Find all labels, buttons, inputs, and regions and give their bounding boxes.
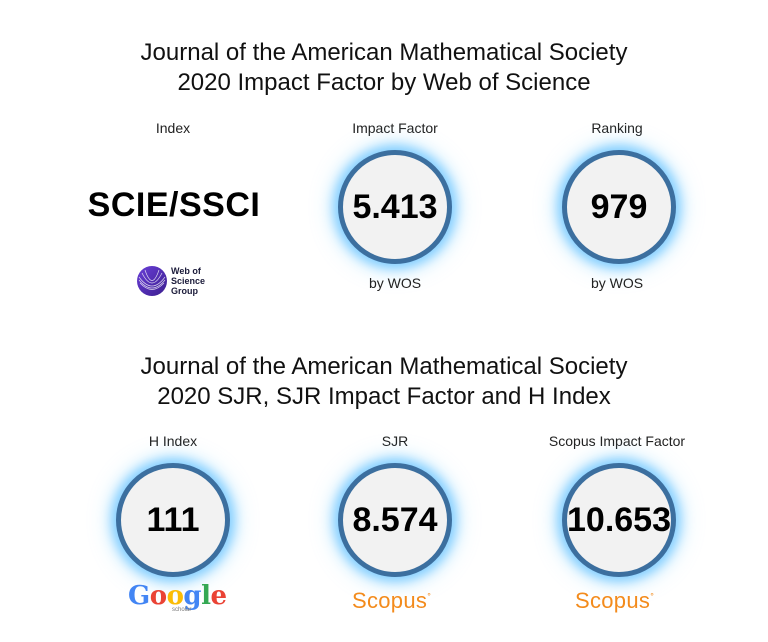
section2-title-line2: 2020 SJR, SJR Impact Factor and H Index <box>157 383 611 410</box>
sjr-circle: 8.574 <box>338 463 452 577</box>
ranking-source: by WOS <box>590 275 644 291</box>
section2-title-line1: Journal of the American Mathematical Soc… <box>140 353 628 380</box>
scopus-if-value: 10.653 <box>567 500 671 539</box>
index-label: Index <box>155 120 191 136</box>
wos-text-line1: Web of <box>171 266 201 276</box>
ranking-value: 979 <box>590 187 648 226</box>
web-of-science-logo: Web of Science Group <box>136 265 221 297</box>
h-index-value: 111 <box>146 500 200 539</box>
google-scholar-sub: scholar <box>172 607 192 613</box>
section1-title-line1: Journal of the American Mathematical Soc… <box>140 39 628 66</box>
scopus-if-label: Scopus Impact Factor <box>548 433 686 449</box>
google-scholar-logo: Google <box>128 581 227 611</box>
h-index-label: H Index <box>148 433 198 449</box>
h-index-circle: 111 <box>116 463 230 577</box>
sjr-label: SJR <box>381 433 409 449</box>
sjr-value: 8.574 <box>352 500 438 539</box>
wos-text-line2: Science <box>171 276 206 286</box>
impact-factor-label: Impact Factor <box>352 120 438 136</box>
sjr-scopus-logo: Scopus° <box>352 588 432 613</box>
section2-title: Journal of the American Mathematical Soc… <box>0 352 768 412</box>
scopus-if-scopus-logo: Scopus° <box>575 588 655 613</box>
web-of-science-text: Web of Science Group <box>171 266 221 296</box>
impact-factor-value: 5.413 <box>352 187 438 226</box>
ranking-circle: 979 <box>562 150 676 264</box>
scopus-if-scopus-text: Scopus <box>575 588 651 613</box>
index-value: SCIE/SSCI <box>87 186 261 224</box>
impact-factor-source: by WOS <box>368 275 422 291</box>
section1-title-line2: 2020 Impact Factor by Web of Science <box>177 69 591 96</box>
section1-title: Journal of the American Mathematical Soc… <box>0 38 768 98</box>
scopus-if-circle: 10.653 <box>562 463 676 577</box>
impact-factor-circle: 5.413 <box>338 150 452 264</box>
ranking-label: Ranking <box>591 120 643 136</box>
sjr-scopus-text: Scopus <box>352 588 428 613</box>
web-of-science-icon <box>137 266 167 296</box>
wos-text-line3: Group <box>171 286 198 296</box>
